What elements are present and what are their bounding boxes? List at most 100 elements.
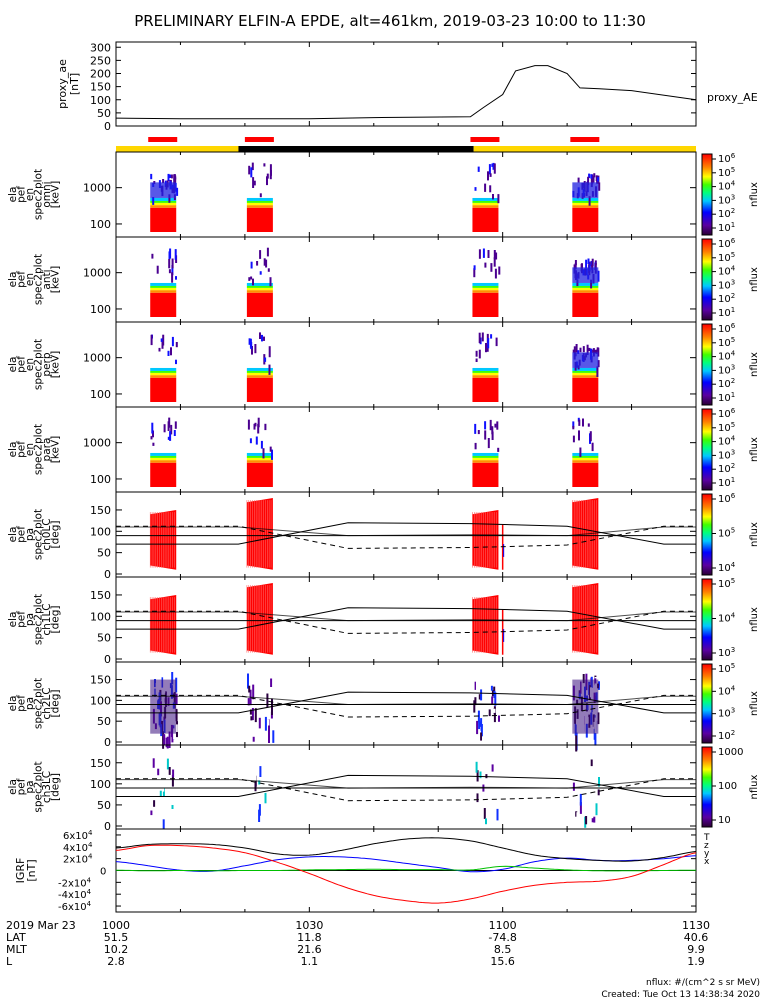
spec2plot_pa_ch3LC-pa-speck xyxy=(480,786,483,799)
igrf-ytick-label: -6x104 xyxy=(58,900,92,913)
spec2plot_en_omni-speck xyxy=(474,187,477,191)
spec2plot_pa_ch2LC-pa-speck xyxy=(478,720,481,730)
spec2plot_en_omni-speck xyxy=(497,194,500,204)
spec2plot_en_perp-frame xyxy=(115,321,697,408)
spec2plot_pa_ch2LC-pa-speck xyxy=(252,736,255,742)
spec2plot_pa_ch2LC-pa-speck xyxy=(250,716,253,721)
spec2plot_en_anti-speck xyxy=(597,270,600,282)
spec2plot_pa_ch0LC-ylabel: ch0LC xyxy=(41,518,53,550)
igrf-series-by xyxy=(116,865,696,872)
spec2plot_en_anti-speck xyxy=(487,250,490,258)
spec2plot_pa_ch1LC-cbar-label: nflux xyxy=(749,607,760,632)
spec2plot_en_para-band-orange xyxy=(472,460,499,463)
spec2plot_en_para-band-cyan xyxy=(246,452,273,456)
spec2plot_pa_ch3LC-pa-speck xyxy=(593,816,596,823)
spec2plot_pa_ch2LC-pa-speck xyxy=(493,690,496,698)
sunlight-bar-day xyxy=(473,146,696,152)
spec2plot_en_para-ytick-label: 100 xyxy=(90,473,111,486)
spec2plot_en_omni-band-high xyxy=(246,207,273,232)
spec2plot_en_para-speck xyxy=(152,442,155,446)
spec2plot_pa_ch1LC-cbar-tick-label: 105 xyxy=(718,577,735,590)
spec2plot_en_anti-speck xyxy=(250,276,253,280)
spec2plot_pa_ch3LC-pa-speck xyxy=(250,806,253,817)
spec2plot_pa_ch1LC-anti-loss-cone-line xyxy=(116,610,696,634)
spec2plot_en_omni-speck xyxy=(152,197,155,205)
spec2plot_pa_ch2LC-pa-speck xyxy=(272,681,275,698)
spec2plot_en_perp-speck xyxy=(150,334,153,346)
spec2plot_pa_ch3LC-pa-speck xyxy=(476,793,479,803)
igrf-ytick-label: 0 xyxy=(100,867,106,878)
spec2plot_en_anti-cbar-label: nflux xyxy=(749,267,760,292)
spec2plot_en_para-speck xyxy=(257,417,260,428)
spec2plot_pa_ch2LC-pa-speck xyxy=(575,735,578,752)
spec2plot_pa_ch2LC-pa-speck xyxy=(498,715,500,722)
spec2plot_pa_ch2LC-pa-speck xyxy=(168,676,171,681)
spec2plot_en_omni-speck xyxy=(263,163,266,167)
spec2plot_pa_ch3LC-cbar-tick-label: 10 xyxy=(718,815,731,826)
spec2plot_en_para-band-cyan xyxy=(472,452,499,456)
spec2plot_pa_ch2LC-pa-speck xyxy=(272,730,275,743)
spec2plot_en_omni-speck xyxy=(491,163,494,167)
spec2plot_en_perp-band-yellow xyxy=(572,372,599,376)
spec2plot_pa_ch2LC-pa-speck xyxy=(488,709,491,717)
spec2plot_pa_ch1LC-ylabel: pef xyxy=(16,611,28,628)
spec2plot_en_perp-speck xyxy=(594,350,597,353)
spec2plot_pa_ch3LC-pa-speck xyxy=(162,819,165,829)
spec2plot_en_perp-speck xyxy=(596,366,599,377)
spec2plot_en_para-speck xyxy=(269,446,272,452)
spec2plot_en_perp-speck xyxy=(592,348,595,357)
spec2plot_en_omni-ytick-label: 1000 xyxy=(83,182,111,195)
spec2plot_en_omni-speck xyxy=(170,174,173,179)
spec2plot_pa_ch3LC-cbar-tick-label: 100 xyxy=(718,781,737,792)
spec2plot_pa_ch3LC-ytick-label: 50 xyxy=(97,799,111,812)
spec2plot_en_omni-speck xyxy=(168,194,171,203)
spec2plot_en_omni-speck xyxy=(250,167,253,178)
spec2plot_en_para-cbar-tick-label: 102 xyxy=(718,462,735,475)
spec2plot_en_perp-speck xyxy=(495,337,498,347)
spec2plot_pa_ch1LC-colorbar xyxy=(701,578,713,661)
spec2plot_en_anti-speck xyxy=(263,258,266,266)
spec2plot_en_anti-band-green xyxy=(246,285,273,288)
spec2plot_en_anti-speck xyxy=(498,266,501,275)
spec2plot_en_para-speck xyxy=(271,449,273,460)
spec2plot_en_omni-band-orange xyxy=(246,205,273,208)
spec2plot_pa_ch1LC-ylabel: pa xyxy=(24,613,36,626)
spec2plot_en_para-speck xyxy=(253,423,256,430)
xaxis-l-value: 2.8 xyxy=(107,955,125,968)
spec2plot_en_para-ylabel: spec2plot xyxy=(33,424,45,475)
spec2plot_en_anti-speck xyxy=(482,248,485,258)
spec2plot_en_anti-speck xyxy=(169,248,172,259)
spec2plot_pa_ch1LC-ytick-label: 100 xyxy=(90,610,111,623)
xaxis-l-value: 1.9 xyxy=(687,955,705,968)
spec2plot_pa_ch1LC-ytick-label: 0 xyxy=(104,653,111,666)
spec2plot_en_perp-band-orange xyxy=(472,375,499,378)
spec2plot_pa_ch3LC-pa-speck xyxy=(168,767,171,775)
spec2plot_pa_ch3LC-cbar-tick-label: 1000 xyxy=(718,747,743,758)
spec2plot_en_omni-band-green xyxy=(472,200,499,203)
spec2plot_en_perp-speck xyxy=(573,346,576,353)
spec2plot_en_perp-band-green xyxy=(150,370,177,373)
spec2plot_pa_ch0LC-ylabel: [deg] xyxy=(50,521,62,549)
spec2plot_en_para-band-orange xyxy=(246,460,273,463)
xaxis-time-label: 1100 xyxy=(489,919,517,932)
spec2plot_en_para-frame xyxy=(115,406,697,493)
spec2plot_en_anti-band-yellow xyxy=(572,287,599,291)
spec2plot_en_omni-cbar-tick-label: 103 xyxy=(718,193,735,206)
spec2plot_en_omni-speck xyxy=(150,173,153,180)
spec2plot_en_omni-band-high xyxy=(572,207,599,232)
spec2plot_pa_ch3LC-pa-speck xyxy=(585,816,588,825)
spec2plot_pa_ch2LC-pa-speck xyxy=(162,735,165,749)
spec2plot_en_perp-band-green xyxy=(472,370,499,373)
spec2plot_en_perp-band-orange xyxy=(572,375,599,378)
spec2plot_en_anti-speck xyxy=(495,252,498,260)
spec2plot_en_perp-speck xyxy=(588,347,591,352)
spec2plot_pa_ch2LC-pa-speck xyxy=(582,674,585,684)
spec2plot_en_perp-speck xyxy=(248,338,251,345)
proxy-ae-ylabel: proxy_ae xyxy=(56,59,69,109)
spec2plot_en_perp-ytick-label: 100 xyxy=(90,388,111,401)
spec2plot_pa_ch2LC-pa-speck xyxy=(474,681,477,690)
spec2plot_en_para-speck xyxy=(150,436,153,440)
spec2plot_en_anti-band-green xyxy=(150,285,177,288)
spec2plot_en_anti-speck xyxy=(473,265,476,270)
spec2plot_en_omni-speck xyxy=(251,162,254,171)
